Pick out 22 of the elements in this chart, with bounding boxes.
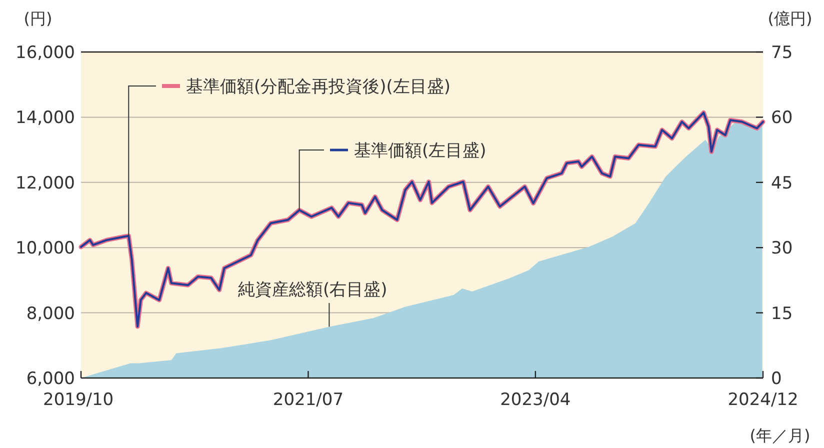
y-axis-title: (円) [24, 9, 52, 28]
y-tick-label: 10,000 [16, 238, 75, 259]
series-label: 純資産総額(右目盛) [238, 280, 388, 300]
legend-label: 基準価額(分配金再投資後)(左目盛) [186, 77, 451, 97]
y-tick-label: 16,000 [16, 43, 75, 63]
y2-tick-label: 15 [771, 304, 793, 324]
y2-tick-label: 45 [771, 173, 793, 194]
legend-label: 基準価額(左目盛) [354, 141, 486, 161]
y-tick-label: 6,000 [26, 369, 75, 389]
y2-tick-label: 0 [771, 369, 782, 389]
y-tick-label: 12,000 [16, 173, 75, 194]
x-tick-label: 2021/07 [272, 390, 344, 410]
y2-axis-title: (億円) [768, 9, 812, 28]
x-tick-label: 2024/12 [728, 390, 798, 410]
x-tick-label: 2023/04 [500, 390, 571, 410]
y-tick-label: 8,000 [26, 304, 75, 324]
x-tick-label: 2019/10 [43, 390, 114, 410]
y2-tick-label: 75 [771, 43, 793, 63]
y-tick-label: 14,000 [16, 108, 75, 128]
x-axis-title: (年／月) [750, 426, 810, 445]
y2-tick-label: 60 [771, 108, 793, 128]
y2-tick-label: 30 [771, 238, 793, 259]
